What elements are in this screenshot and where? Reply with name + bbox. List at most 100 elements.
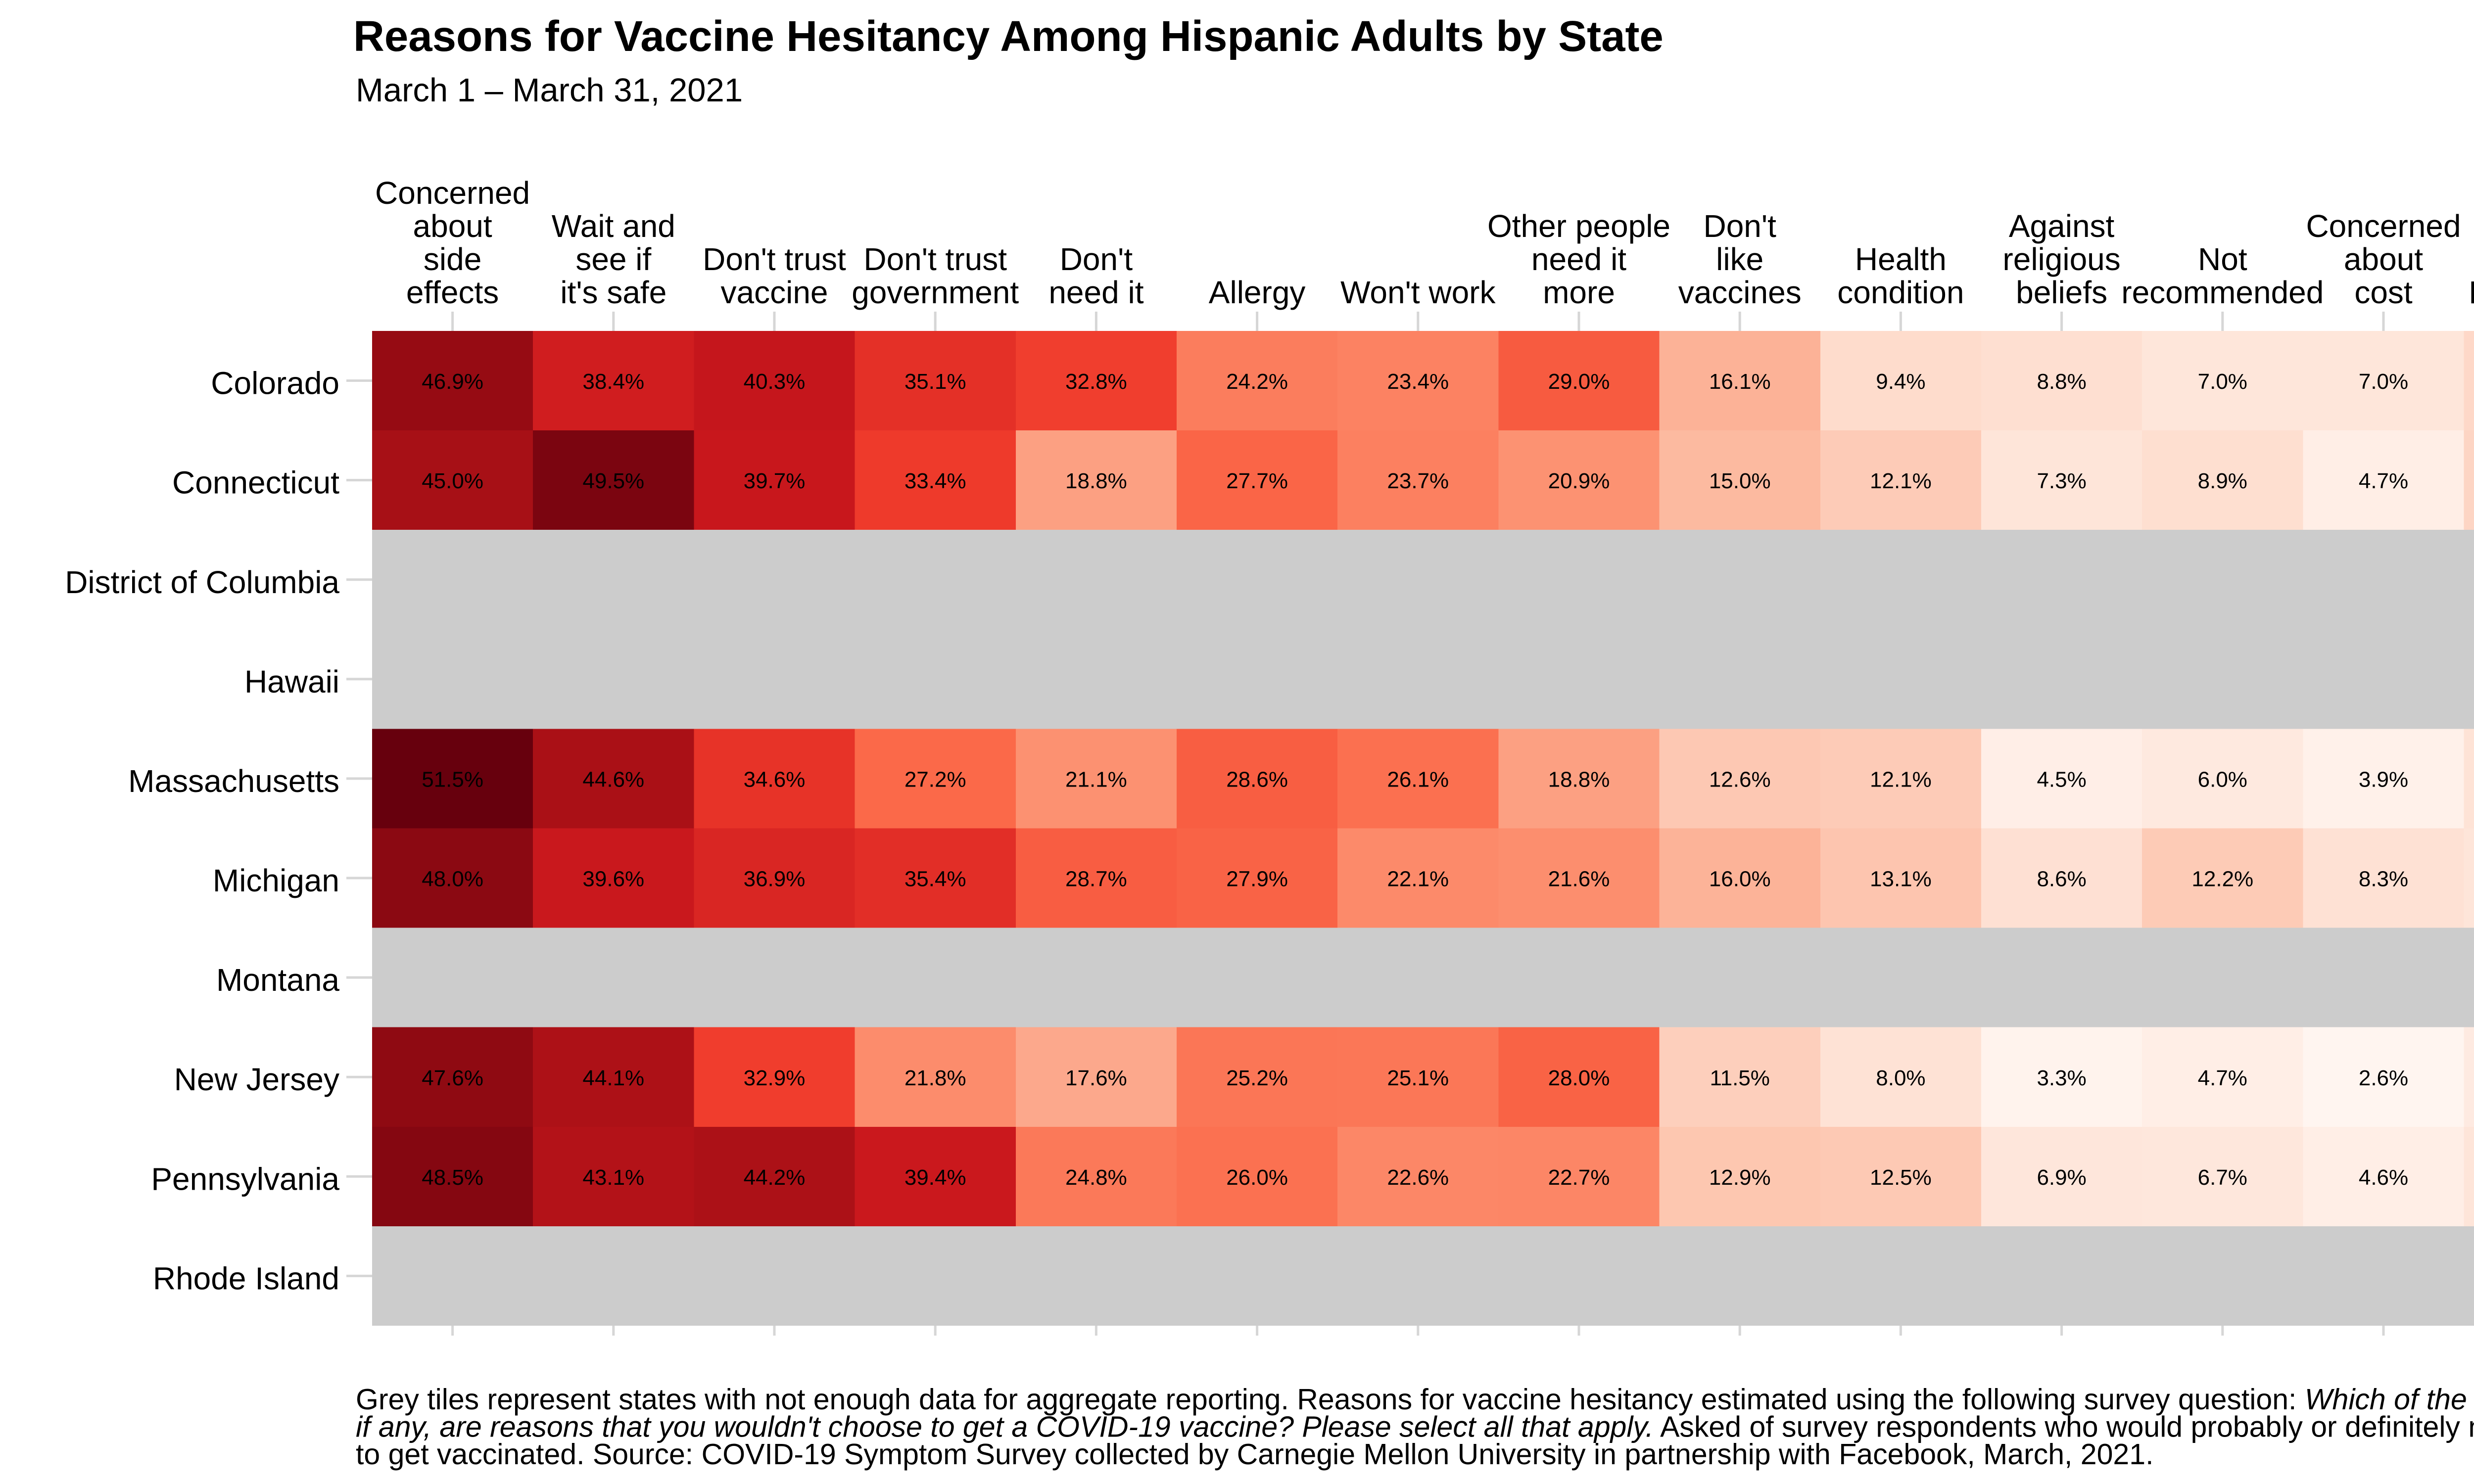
svg-text:need it: need it bbox=[1531, 241, 1626, 277]
svg-text:22.6%: 22.6% bbox=[1387, 1165, 1449, 1190]
svg-text:Don't trust: Don't trust bbox=[703, 241, 846, 277]
svg-text:Won't work: Won't work bbox=[1340, 275, 1496, 310]
svg-text:government: government bbox=[852, 275, 1019, 310]
svg-text:Don't trust: Don't trust bbox=[863, 241, 1007, 277]
svg-text:39.4%: 39.4% bbox=[904, 1165, 966, 1190]
svg-text:Reasons for Vaccine Hesitancy: Reasons for Vaccine Hesitancy Among Hisp… bbox=[353, 12, 1664, 60]
svg-text:12.5%: 12.5% bbox=[1870, 1165, 1932, 1190]
svg-text:13.1%: 13.1% bbox=[1870, 867, 1932, 891]
svg-text:6.9%: 6.9% bbox=[2037, 1165, 2086, 1190]
svg-text:Rhode Island: Rhode Island bbox=[153, 1260, 339, 1296]
svg-text:Concerned: Concerned bbox=[2306, 208, 2461, 244]
svg-text:17.6%: 17.6% bbox=[1065, 1066, 1127, 1090]
svg-text:18.8%: 18.8% bbox=[1065, 469, 1127, 493]
svg-text:Connecticut: Connecticut bbox=[172, 465, 339, 501]
svg-text:12.9%: 12.9% bbox=[1709, 1165, 1771, 1190]
svg-text:47.6%: 47.6% bbox=[422, 1066, 483, 1090]
svg-text:about: about bbox=[413, 208, 492, 244]
svg-text:7.0%: 7.0% bbox=[2198, 370, 2247, 394]
svg-text:18.8%: 18.8% bbox=[1548, 767, 1610, 791]
svg-text:8.3%: 8.3% bbox=[2359, 867, 2408, 891]
svg-text:12.2%: 12.2% bbox=[2191, 867, 2253, 891]
svg-text:cost: cost bbox=[2354, 275, 2413, 310]
svg-text:Montana: Montana bbox=[216, 962, 339, 998]
svg-text:March 1 – March 31, 2021: March 1 – March 31, 2021 bbox=[356, 72, 743, 109]
svg-text:about: about bbox=[2344, 241, 2423, 277]
svg-text:36.9%: 36.9% bbox=[744, 867, 806, 891]
svg-text:33.4%: 33.4% bbox=[904, 469, 966, 493]
svg-text:16.0%: 16.0% bbox=[1709, 867, 1771, 891]
svg-text:49.5%: 49.5% bbox=[582, 469, 644, 493]
svg-text:4.5%: 4.5% bbox=[2037, 767, 2086, 791]
svg-text:21.6%: 21.6% bbox=[1548, 867, 1610, 891]
svg-text:8.0%: 8.0% bbox=[1876, 1066, 1925, 1090]
svg-text:Not: Not bbox=[2198, 241, 2247, 277]
svg-text:Concerned: Concerned bbox=[375, 175, 530, 211]
svg-text:New Jersey: New Jersey bbox=[174, 1062, 339, 1097]
svg-text:34.6%: 34.6% bbox=[744, 767, 806, 791]
svg-text:22.1%: 22.1% bbox=[1387, 867, 1449, 891]
svg-text:Against: Against bbox=[2009, 208, 2115, 244]
svg-text:condition: condition bbox=[1837, 275, 1964, 310]
svg-text:23.7%: 23.7% bbox=[1387, 469, 1449, 493]
svg-text:23.4%: 23.4% bbox=[1387, 370, 1449, 394]
svg-text:see if: see if bbox=[575, 241, 651, 277]
svg-text:religious: religious bbox=[2002, 241, 2120, 277]
svg-text:28.0%: 28.0% bbox=[1548, 1066, 1610, 1090]
svg-text:vaccine: vaccine bbox=[721, 275, 828, 310]
svg-text:51.5%: 51.5% bbox=[422, 767, 483, 791]
svg-text:21.1%: 21.1% bbox=[1065, 767, 1127, 791]
svg-text:43.1%: 43.1% bbox=[582, 1165, 644, 1190]
svg-text:Don't: Don't bbox=[1060, 241, 1133, 277]
svg-text:District of Columbia: District of Columbia bbox=[65, 564, 339, 600]
svg-text:7.3%: 7.3% bbox=[2037, 469, 2086, 493]
svg-text:12.6%: 12.6% bbox=[1709, 767, 1771, 791]
svg-text:it's safe: it's safe bbox=[560, 275, 666, 310]
svg-text:to get vaccinated. Source: COV: to get vaccinated. Source: COVID-19 Symp… bbox=[356, 1438, 2153, 1471]
svg-text:40.3%: 40.3% bbox=[744, 370, 806, 394]
svg-text:25.1%: 25.1% bbox=[1387, 1066, 1449, 1090]
svg-text:12.1%: 12.1% bbox=[1870, 767, 1932, 791]
svg-text:Pregnancy: Pregnancy bbox=[2469, 275, 2474, 310]
svg-text:32.9%: 32.9% bbox=[744, 1066, 806, 1090]
svg-text:Allergy: Allergy bbox=[1209, 275, 1306, 310]
svg-text:38.4%: 38.4% bbox=[582, 370, 644, 394]
svg-text:44.2%: 44.2% bbox=[744, 1165, 806, 1190]
svg-text:28.7%: 28.7% bbox=[1065, 867, 1127, 891]
svg-text:24.8%: 24.8% bbox=[1065, 1165, 1127, 1190]
svg-text:if any, are reasons that you w: if any, are reasons that you wouldn't ch… bbox=[356, 1411, 2474, 1443]
svg-text:9.4%: 9.4% bbox=[1876, 370, 1925, 394]
svg-text:side: side bbox=[424, 241, 481, 277]
svg-text:45.0%: 45.0% bbox=[422, 469, 483, 493]
svg-text:Wait and: Wait and bbox=[552, 208, 675, 244]
svg-text:Health: Health bbox=[1855, 241, 1947, 277]
svg-text:11.5%: 11.5% bbox=[1710, 1066, 1770, 1090]
svg-text:44.6%: 44.6% bbox=[582, 767, 644, 791]
svg-text:44.1%: 44.1% bbox=[582, 1066, 644, 1090]
svg-text:8.6%: 8.6% bbox=[2037, 867, 2086, 891]
svg-text:8.8%: 8.8% bbox=[2037, 370, 2086, 394]
svg-text:like: like bbox=[1716, 241, 1763, 277]
svg-text:35.1%: 35.1% bbox=[904, 370, 966, 394]
svg-text:48.5%: 48.5% bbox=[422, 1165, 483, 1190]
svg-text:8.9%: 8.9% bbox=[2198, 469, 2247, 493]
svg-text:26.0%: 26.0% bbox=[1226, 1165, 1288, 1190]
svg-text:6.0%: 6.0% bbox=[2198, 767, 2247, 791]
svg-text:4.7%: 4.7% bbox=[2198, 1066, 2247, 1090]
svg-text:39.6%: 39.6% bbox=[582, 867, 644, 891]
svg-text:Other people: Other people bbox=[1487, 208, 1670, 244]
svg-text:12.1%: 12.1% bbox=[1870, 469, 1932, 493]
svg-text:need it: need it bbox=[1048, 275, 1143, 310]
svg-text:25.2%: 25.2% bbox=[1226, 1066, 1288, 1090]
svg-text:vaccines: vaccines bbox=[1678, 275, 1802, 310]
svg-text:35.4%: 35.4% bbox=[904, 867, 966, 891]
svg-text:Don't: Don't bbox=[1703, 208, 1776, 244]
svg-text:Hawaii: Hawaii bbox=[244, 664, 339, 699]
svg-text:32.8%: 32.8% bbox=[1065, 370, 1127, 394]
svg-text:21.8%: 21.8% bbox=[904, 1066, 966, 1090]
svg-text:more: more bbox=[1543, 275, 1615, 310]
svg-text:beliefs: beliefs bbox=[2016, 275, 2107, 310]
svg-text:2.6%: 2.6% bbox=[2359, 1066, 2408, 1090]
svg-text:26.1%: 26.1% bbox=[1387, 767, 1449, 791]
svg-text:Pennsylvania: Pennsylvania bbox=[151, 1161, 339, 1197]
